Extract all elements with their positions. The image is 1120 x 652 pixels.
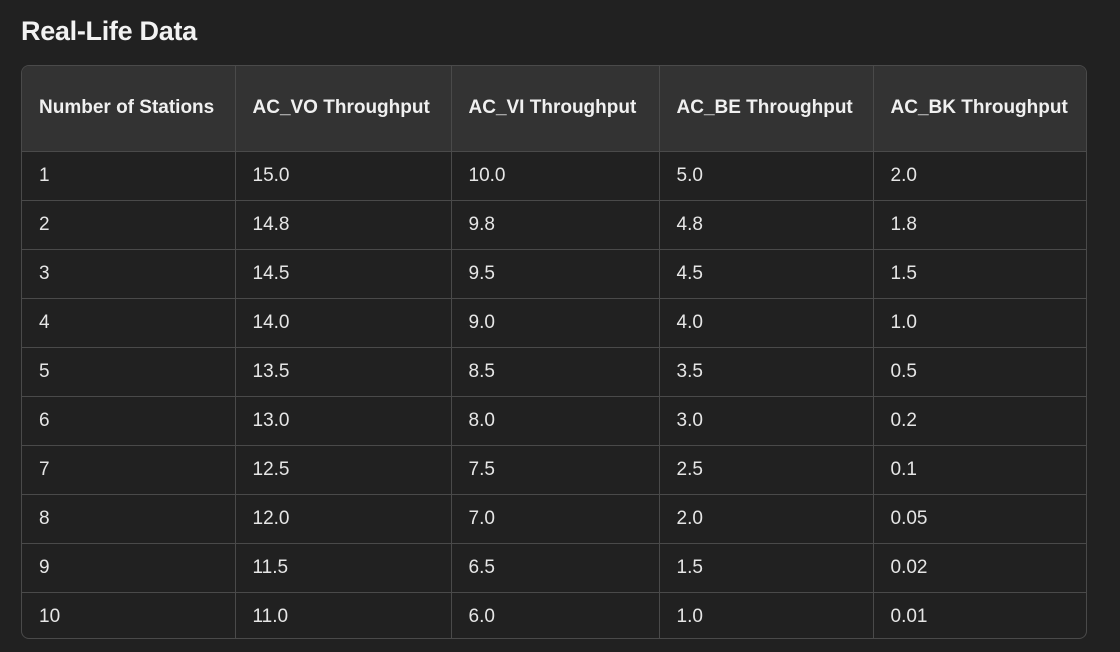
- cell-ac-be: 1.5: [659, 543, 874, 593]
- table-row: 4 14.0 9.0 4.0 1.0: [22, 298, 1086, 348]
- cell-ac-vi: 8.0: [451, 396, 660, 446]
- cell-ac-vo: 11.5: [235, 543, 452, 593]
- cell-stations: 1: [22, 151, 236, 201]
- section-heading: Real-Life Data: [21, 16, 197, 46]
- cell-ac-be: 1.0: [659, 592, 874, 638]
- cell-stations: 10: [22, 592, 236, 638]
- cell-stations: 2: [22, 200, 236, 250]
- cell-ac-vo: 13.0: [235, 396, 452, 446]
- cell-ac-bk: 1.5: [873, 249, 1086, 299]
- table-row: 1 15.0 10.0 5.0 2.0: [22, 151, 1086, 201]
- cell-stations: 3: [22, 249, 236, 299]
- cell-ac-bk: 1.8: [873, 200, 1086, 250]
- cell-ac-bk: 2.0: [873, 151, 1086, 201]
- cell-ac-bk: 0.2: [873, 396, 1086, 446]
- cell-ac-vo: 14.0: [235, 298, 452, 348]
- cell-ac-vi: 8.5: [451, 347, 660, 397]
- cell-ac-vi: 9.5: [451, 249, 660, 299]
- table-row: 7 12.5 7.5 2.5 0.1: [22, 445, 1086, 495]
- cell-ac-be: 2.5: [659, 445, 874, 495]
- column-header-stations: Number of Stations: [22, 66, 236, 152]
- cell-ac-be: 3.5: [659, 347, 874, 397]
- cell-ac-be: 4.5: [659, 249, 874, 299]
- cell-stations: 5: [22, 347, 236, 397]
- cell-ac-be: 5.0: [659, 151, 874, 201]
- cell-ac-vi: 9.0: [451, 298, 660, 348]
- cell-ac-vo: 14.8: [235, 200, 452, 250]
- column-header-ac-vo: AC_VO Throughput: [235, 66, 452, 152]
- column-header-ac-vi: AC_VI Throughput: [451, 66, 660, 152]
- cell-ac-vo: 15.0: [235, 151, 452, 201]
- cell-ac-be: 4.0: [659, 298, 874, 348]
- cell-ac-vo: 12.0: [235, 494, 452, 544]
- cell-ac-vi: 7.0: [451, 494, 660, 544]
- cell-ac-vo: 14.5: [235, 249, 452, 299]
- table-body: 1 15.0 10.0 5.0 2.0 2 14.8 9.8 4.8 1.8 3 14.5 9.5 4.5…: [22, 151, 1086, 638]
- cell-ac-vi: 10.0: [451, 151, 660, 201]
- table-row: 8 12.0 7.0 2.0 0.05: [22, 494, 1086, 544]
- table-row: 6 13.0 8.0 3.0 0.2: [22, 396, 1086, 446]
- cell-ac-vo: 11.0: [235, 592, 452, 638]
- cell-ac-bk: 1.0: [873, 298, 1086, 348]
- column-header-ac-be: AC_BE Throughput: [659, 66, 874, 152]
- cell-ac-bk: 0.1: [873, 445, 1086, 495]
- cell-ac-bk: 0.02: [873, 543, 1086, 593]
- cell-ac-be: 3.0: [659, 396, 874, 446]
- table-row: 5 13.5 8.5 3.5 0.5: [22, 347, 1086, 397]
- cell-ac-bk: 0.01: [890, 605, 928, 627]
- cell-ac-be: 4.8: [659, 200, 874, 250]
- cell-stations: 9: [22, 543, 236, 593]
- cell-stations: 4: [22, 298, 236, 348]
- table-row: 10 11.0 6.0 1.0 0.01: [22, 592, 1086, 638]
- table-row: 2 14.8 9.8 4.8 1.8: [22, 200, 1086, 250]
- cell-ac-vi: 7.5: [451, 445, 660, 495]
- cell-ac-bk: 0.5: [873, 347, 1086, 397]
- cell-ac-vi: 6.5: [451, 543, 660, 593]
- cell-stations: 8: [22, 494, 236, 544]
- data-table-container: Number of Stations AC_VO Throughput AC_V…: [21, 65, 1087, 639]
- cell-stations: 6: [22, 396, 236, 446]
- column-header-ac-bk: AC_BK Throughput: [873, 66, 1086, 152]
- table-header: Number of Stations AC_VO Throughput AC_V…: [22, 66, 1086, 152]
- table-row: 9 11.5 6.5 1.5 0.02: [22, 543, 1086, 593]
- cell-ac-vi: 9.8: [451, 200, 660, 250]
- cell-ac-vo: 13.5: [235, 347, 452, 397]
- cell-ac-vi: 6.0: [451, 592, 660, 638]
- table-row: 3 14.5 9.5 4.5 1.5: [22, 249, 1086, 299]
- cell-ac-be: 2.0: [659, 494, 874, 544]
- cell-stations: 7: [22, 445, 236, 495]
- cell-ac-bk: 0.05: [873, 494, 1086, 544]
- data-table: Number of Stations AC_VO Throughput AC_V…: [22, 66, 1086, 638]
- cell-ac-vo: 12.5: [235, 445, 452, 495]
- header-row: Number of Stations AC_VO Throughput AC_V…: [22, 66, 1086, 152]
